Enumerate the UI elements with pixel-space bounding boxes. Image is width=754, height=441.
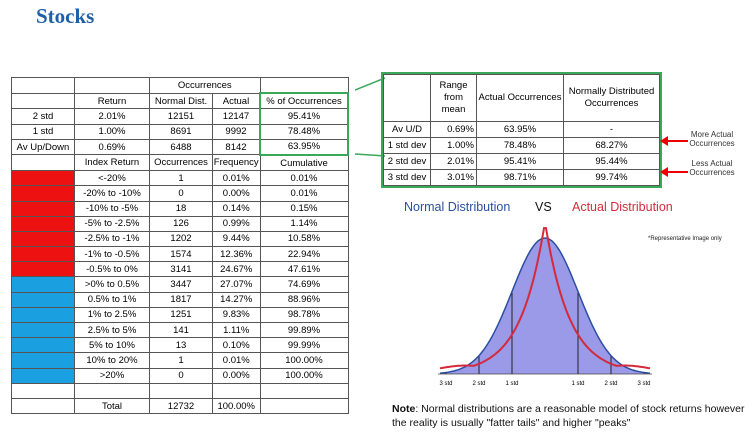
col-header-range: Range from mean: [430, 74, 477, 122]
actual-distribution-label: Actual Distribution: [572, 200, 673, 214]
axis-label: 1 std: [505, 381, 518, 387]
table-row: 2 std 2.01% 12151 12147 95.41%: [11, 108, 349, 125]
axis-label: 3 std: [637, 381, 650, 387]
col-header-pct: % of Occurrences: [259, 92, 349, 110]
returns-table: Occurrences Return Normal Dist. Actual %…: [11, 77, 349, 415]
table-row: 1% to 2.5% 1251 9.83% 98.78%: [11, 306, 349, 324]
col-header-normal: Normal Dist.: [149, 92, 213, 110]
more-arrowhead-icon: [660, 136, 668, 146]
positive-swatch: [11, 321, 75, 339]
negative-swatch: [11, 230, 75, 248]
col-header-index-return: Index Return: [74, 154, 150, 172]
table-row: -2.5% to -1% 1202 9.44% 10.58%: [11, 230, 349, 248]
col-header-actual-occ: Actual Occurrences: [476, 74, 564, 122]
normal-curve-fill: [440, 238, 650, 374]
table-row: Av U/D 0.69% 63.95% -: [383, 121, 660, 138]
footnote: Note: Normal distributions are a reasona…: [392, 403, 745, 429]
table-row: <-20% 1 0.01% 0.01%: [11, 170, 349, 187]
col-header-occurrences: Occurrences: [149, 154, 213, 172]
col-header-normal-occ: Normally Distributed Occurrences: [563, 74, 660, 122]
table-row: 0.5% to 1% 1817 14.27% 88.96%: [11, 291, 349, 308]
table-row: 2.5% to 5% 141 1.11% 99.89%: [11, 321, 349, 339]
less-arrow: [668, 171, 688, 173]
positive-swatch: [11, 306, 75, 324]
normal-distribution-label: Normal Distribution: [404, 200, 511, 214]
vs-label: VS: [535, 200, 552, 214]
connector-lines: [355, 77, 386, 157]
table-row: 3 std dev 3.01% 98.71% 99.74%: [383, 169, 660, 186]
positive-swatch: [11, 291, 75, 308]
more-occurrences-label: More Actual Occurrences: [689, 130, 735, 148]
std-summary-table: Range from mean Actual Occurrences Norma…: [381, 72, 662, 188]
negative-swatch: [11, 200, 75, 217]
representative-note: *Representative Image only: [648, 236, 722, 242]
occurrences-header: Occurrences: [149, 77, 261, 94]
actual-curve: [439, 227, 651, 370]
table-row: -20% to -10% 0 0.00% 0.01%: [11, 185, 349, 202]
axis-labels: 3 std 2 std 1 std 1 std 2 std 3 std: [439, 381, 650, 387]
positive-swatch: [11, 276, 75, 293]
positive-swatch: [11, 367, 75, 384]
table-row: 1 std 1.00% 8691 9992 78.48%: [11, 123, 349, 140]
more-arrow: [668, 140, 688, 142]
negative-swatch: [11, 246, 75, 263]
table-row: -1% to -0.5% 1574 12.36% 22.94%: [11, 246, 349, 263]
distribution-diagram: 3 std 2 std 1 std 1 std 2 std 3 std: [438, 227, 652, 387]
normal-curve: [439, 237, 651, 374]
col-header-frequency: Frequency: [212, 154, 261, 172]
col-header-return: Return: [74, 92, 150, 110]
axis-label: 2 std: [604, 381, 617, 387]
table-row: >0% to 0.5% 3447 27.07% 74.69%: [11, 276, 349, 293]
table-row: -5% to -2.5% 126 0.99% 1.14%: [11, 215, 349, 232]
col-header-cumulative: Cumulative: [259, 154, 349, 172]
negative-swatch: [11, 170, 75, 187]
less-occurrences-label: Less Actual Occurrences: [689, 159, 735, 177]
table-row: 2 std dev 2.01% 95.41% 95.44%: [383, 153, 660, 170]
table-row: 10% to 20% 1 0.01% 100.00%: [11, 352, 349, 369]
table-row: 1 std dev 1.00% 78.48% 68.27%: [383, 137, 660, 154]
negative-swatch: [11, 215, 75, 232]
axis-label: 1 std: [571, 381, 584, 387]
axis-label: 2 std: [472, 381, 485, 387]
negative-swatch: [11, 185, 75, 202]
axis-label: 3 std: [439, 381, 452, 387]
page-title: Stocks: [36, 4, 95, 28]
positive-swatch: [11, 337, 75, 354]
table-row: >20% 0 0.00% 100.00%: [11, 367, 349, 384]
negative-swatch: [11, 261, 75, 278]
table-row: 5% to 10% 13 0.10% 99.99%: [11, 337, 349, 354]
less-arrowhead-icon: [660, 167, 668, 177]
positive-swatch: [11, 352, 75, 369]
total-row: Total 12732 100.00%: [11, 397, 349, 415]
table-row: Av Up/Down 0.69% 6488 8142 63.95%: [11, 138, 349, 156]
table-row: -0.5% to 0% 3141 24.67% 47.61%: [11, 261, 349, 278]
table-row: -10% to -5% 18 0.14% 0.15%: [11, 200, 349, 217]
col-header-actual: Actual: [212, 92, 261, 110]
